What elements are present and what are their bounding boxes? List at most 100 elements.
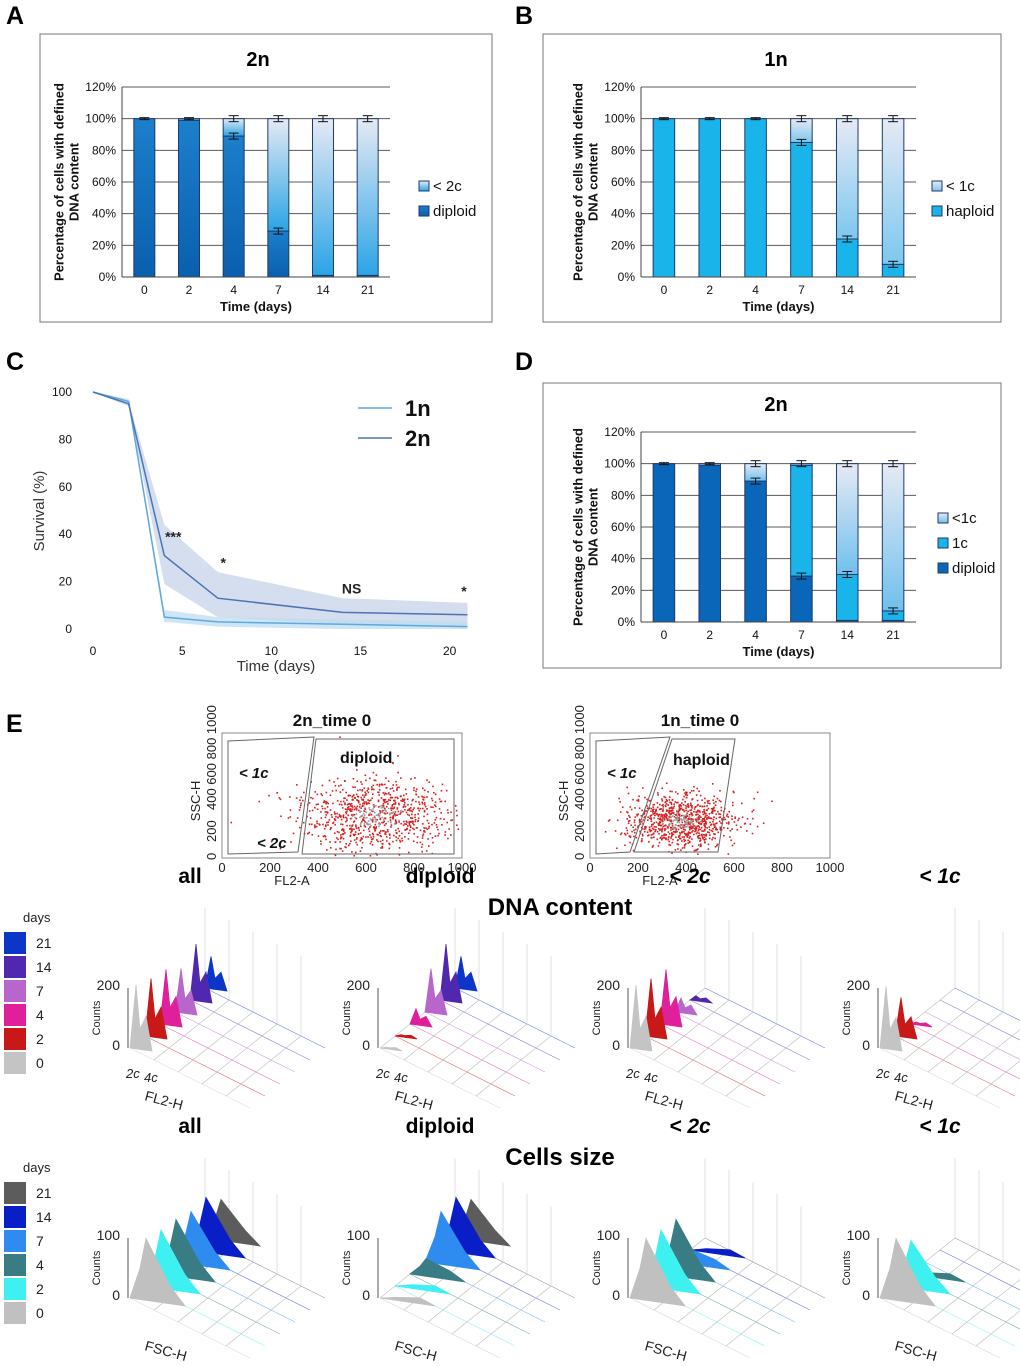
scatter-point [417, 813, 419, 815]
floor-line [725, 1285, 802, 1347]
scatter-point [398, 835, 401, 837]
floor-line [424, 1011, 546, 1073]
scatter-point [674, 830, 677, 833]
scatter-point [365, 811, 368, 814]
scatter-point [662, 808, 664, 810]
scatter-point [299, 806, 302, 809]
gate-label: < 1c [607, 765, 637, 782]
scatter-point [363, 810, 366, 813]
scatter-point [289, 809, 292, 811]
scatter-point [339, 791, 342, 793]
x-tick-label: 2 [706, 283, 713, 297]
legend-label: 1n [405, 396, 431, 421]
scatter-point [663, 825, 666, 827]
scatter-point [685, 791, 687, 794]
counts-zero-label: 0 [862, 1287, 870, 1303]
scatter-point [686, 791, 688, 794]
histogram-peak-day-0 [129, 1237, 186, 1307]
scatter-point [353, 854, 356, 857]
scatter-point [383, 800, 386, 803]
scatter-point [681, 802, 683, 804]
scatter-point [361, 820, 363, 823]
scatter-point [320, 843, 322, 845]
scatter-point [705, 823, 707, 825]
scatter-point [702, 833, 705, 836]
scatter-point [627, 820, 630, 822]
scatter-point [440, 800, 443, 803]
scatter-point [455, 809, 458, 812]
scatter-point [621, 806, 624, 809]
scatter-point [623, 832, 626, 835]
scatter-point [382, 804, 384, 807]
scatter-point [650, 810, 652, 813]
scatter-point [721, 819, 723, 821]
scatter-point [351, 808, 353, 811]
scatter-point [687, 821, 690, 824]
scatter-point [373, 788, 375, 791]
scatter-point [372, 771, 375, 774]
scatter-point [376, 818, 379, 821]
scatter-point [391, 787, 394, 790]
histogram-title: < 1c [919, 1115, 961, 1138]
legend-label: haploid [946, 203, 994, 220]
scatter-point [287, 817, 290, 819]
scatter-point [701, 811, 704, 813]
scatter-point [364, 807, 366, 809]
x-tick-label: 0 [586, 860, 593, 875]
scatter-point [736, 828, 739, 831]
scatter-point [336, 799, 339, 802]
scatter-point [678, 818, 681, 820]
x-axis-label: FSC-H [143, 1337, 188, 1364]
scatter-point [328, 819, 331, 821]
scatter-point [762, 822, 765, 825]
scatter-point [690, 813, 693, 816]
scatter-point [349, 827, 352, 830]
scatter-point [352, 799, 354, 801]
counts-zero-label: 0 [612, 1287, 620, 1303]
scatter-point [342, 815, 345, 818]
scatter-point [650, 820, 653, 823]
x-tick-label: 400 [307, 860, 329, 875]
scatter-point [703, 810, 706, 813]
scatter-point [675, 814, 677, 816]
scatter-point [369, 799, 372, 802]
floor-line [674, 1011, 796, 1073]
scatter-point [423, 789, 426, 792]
scatter-point [646, 831, 649, 833]
scatter-point [308, 831, 310, 834]
scatter-point [351, 825, 353, 827]
scatter-point [690, 804, 692, 807]
scatter-point [643, 828, 646, 830]
scatter-point [659, 808, 662, 811]
scatter-point [706, 800, 709, 803]
y-tick-label: 20 [59, 575, 73, 589]
scatter-point [364, 821, 366, 823]
scatter-point [392, 811, 394, 814]
scatter-point [374, 811, 376, 814]
scatter-point [413, 787, 415, 789]
scatter-point [374, 823, 377, 826]
scatter-point [414, 813, 416, 816]
scatter-point [706, 814, 708, 817]
x-tick-label: 0 [661, 283, 668, 297]
scatter-point [315, 825, 318, 828]
scatter-point [397, 827, 399, 830]
x-axis-label: FL2-H [643, 1087, 685, 1113]
scatter-point [714, 825, 716, 827]
y-tick-label: 20% [611, 238, 635, 252]
scatter-point [676, 812, 679, 815]
histogram-peak-day-14 [189, 943, 213, 1004]
floor-line [924, 1011, 1020, 1060]
scatter-point [654, 829, 657, 831]
scatter-point [680, 827, 683, 829]
scatter-point [390, 809, 393, 811]
scatter-point [405, 823, 408, 826]
x-tick-label: 1000 [816, 860, 845, 875]
ci-band-2n [93, 392, 468, 627]
scatter-point [345, 820, 347, 823]
counts-max-label: 200 [847, 977, 871, 993]
scatter-point [711, 812, 714, 814]
scatter-point [669, 810, 671, 813]
scatter-point [616, 847, 618, 850]
scatter-point [731, 828, 733, 830]
